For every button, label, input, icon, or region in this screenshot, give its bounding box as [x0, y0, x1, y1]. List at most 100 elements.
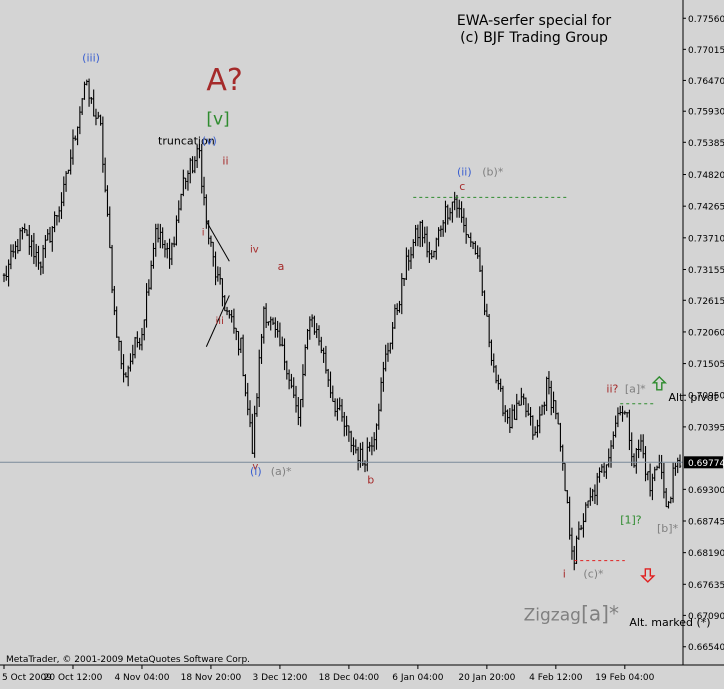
price-bar	[248, 400, 252, 428]
wave-a-bracket-star: [a]*	[625, 382, 646, 395]
price-bar	[391, 321, 394, 350]
price-bar	[106, 185, 109, 217]
price-bar	[349, 430, 353, 453]
price-bar	[306, 328, 309, 350]
price-bar	[370, 436, 374, 456]
price-bar	[301, 364, 305, 408]
price-bar	[292, 377, 295, 399]
price-bar	[400, 273, 403, 315]
price-bar	[379, 377, 383, 412]
price-bar	[297, 397, 300, 426]
price-bar	[264, 303, 268, 329]
price-bar	[474, 241, 477, 255]
price-bar	[269, 316, 272, 331]
price-bar	[395, 303, 399, 316]
alt-marked-label: Alt. marked (*)	[629, 616, 710, 629]
price-bar	[393, 304, 397, 329]
price-bar	[559, 422, 562, 452]
price-bar	[64, 171, 68, 192]
price-bar	[432, 250, 436, 258]
price-bar	[168, 238, 171, 269]
wave-a-question: A?	[206, 63, 242, 98]
price-bar	[409, 246, 413, 270]
price-bar	[207, 220, 210, 245]
price-tick-label: 0.70395	[688, 423, 724, 433]
price-bar	[126, 365, 130, 387]
price-tick-label: 0.72615	[688, 297, 724, 307]
price-bar	[71, 129, 75, 165]
price-bar	[621, 405, 624, 422]
price-bar	[218, 267, 222, 285]
price-bar	[214, 251, 217, 286]
price-bar	[386, 342, 390, 362]
price-bar	[593, 484, 597, 505]
price-bar	[37, 245, 40, 270]
price-bar	[39, 261, 42, 276]
price-bar	[320, 336, 323, 354]
price-bar	[646, 471, 650, 481]
price-bar	[460, 201, 463, 223]
price-tick-label: 0.76470	[688, 77, 724, 87]
price-bar	[676, 457, 679, 474]
price-bar	[170, 242, 174, 266]
price-bar	[23, 223, 26, 234]
time-tick-label: 4 Feb 12:00	[529, 673, 583, 683]
price-bar	[175, 215, 178, 246]
price-bar	[276, 320, 279, 338]
price-tick-label: 0.77560	[688, 15, 724, 25]
price-bar	[57, 206, 61, 223]
price-bar	[508, 408, 512, 433]
price-bar	[552, 391, 555, 413]
price-bar	[602, 462, 606, 477]
price-bar	[228, 310, 231, 319]
price-bar	[540, 404, 544, 416]
price-bar	[439, 225, 443, 237]
price-bar	[347, 425, 351, 442]
price-bar	[356, 446, 360, 471]
price-bar	[483, 290, 486, 316]
price-bar	[678, 454, 682, 469]
price-bar	[487, 313, 491, 348]
price-bar	[28, 224, 31, 255]
price-bar	[425, 226, 429, 258]
truncation-label: truncation	[158, 134, 215, 147]
price-bar	[317, 325, 321, 346]
price-bar	[16, 238, 19, 254]
price-bar	[333, 398, 337, 417]
price-bar	[345, 415, 348, 436]
price-bar	[464, 217, 468, 244]
price-bar	[225, 306, 229, 316]
price-bar	[90, 97, 93, 104]
price-bar	[152, 242, 155, 269]
price-bar	[223, 295, 226, 312]
price-bar	[554, 400, 558, 420]
price-bar	[324, 345, 328, 374]
price-bar	[331, 385, 335, 402]
price-bar	[407, 249, 410, 271]
price-bar	[625, 412, 629, 418]
price-bar	[30, 235, 33, 257]
time-tick-label: 5 Oct 2009	[2, 673, 52, 683]
price-bar	[628, 409, 631, 451]
price-bar	[428, 241, 431, 263]
price-bar	[48, 226, 52, 243]
chart-subtitle: (c) BJF Trading Group	[460, 30, 608, 46]
price-bar	[294, 385, 298, 413]
price-bar	[21, 226, 24, 240]
price-bar	[662, 462, 666, 499]
price-axis: 0.77560 0.77015 0.76470 0.75930 0.75385 0.748…	[683, 15, 724, 653]
price-bar	[216, 266, 220, 282]
price-bar	[182, 169, 185, 197]
price-bar	[83, 81, 86, 100]
price-bar	[198, 143, 201, 159]
price-tick-label: 0.73710	[688, 234, 724, 244]
price-bar	[209, 235, 213, 247]
price-bar	[122, 354, 125, 383]
price-bar	[120, 340, 123, 370]
price-bar	[527, 403, 530, 416]
price-bar	[163, 240, 167, 258]
wedge-lower	[205, 295, 230, 347]
time-tick-label: 18 Dec 04:00	[319, 673, 380, 683]
